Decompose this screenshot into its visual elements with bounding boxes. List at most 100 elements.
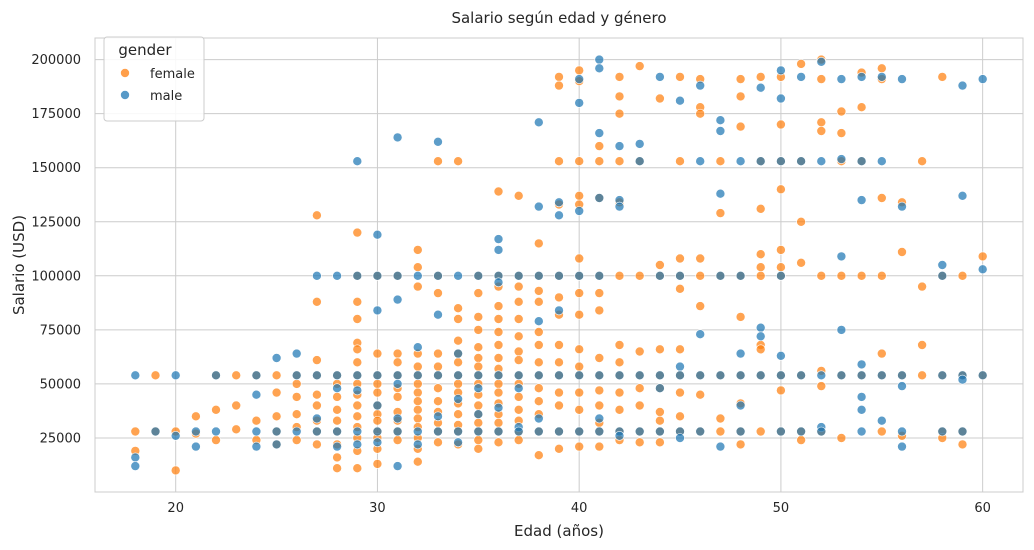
data-point-female bbox=[392, 357, 403, 368]
legend: gender female male bbox=[103, 36, 205, 122]
data-point-female bbox=[715, 156, 726, 166]
data-point-female bbox=[594, 156, 605, 166]
data-point-female bbox=[312, 389, 322, 400]
data-point-female bbox=[332, 415, 342, 426]
data-point-female bbox=[372, 348, 383, 359]
data-point-female bbox=[816, 381, 827, 391]
data-point-male bbox=[755, 370, 766, 381]
data-point-female bbox=[554, 72, 564, 82]
data-point-male bbox=[271, 353, 282, 363]
data-point-female bbox=[433, 288, 443, 298]
data-point-female bbox=[554, 156, 564, 166]
data-point-female bbox=[594, 441, 605, 452]
data-point-male bbox=[170, 430, 181, 441]
legend-title: gender bbox=[118, 41, 172, 59]
data-point-male bbox=[412, 370, 423, 381]
data-point-female bbox=[493, 186, 504, 197]
y-tick-label: 125000 bbox=[31, 215, 81, 230]
data-point-female bbox=[574, 344, 585, 355]
data-point-male bbox=[453, 394, 463, 404]
data-point-male bbox=[352, 370, 363, 381]
data-point-female bbox=[917, 340, 927, 350]
data-point-male bbox=[372, 400, 383, 411]
data-point-male bbox=[412, 426, 423, 437]
data-point-male bbox=[614, 141, 625, 151]
data-point-female bbox=[554, 292, 564, 303]
data-point-female bbox=[513, 296, 524, 307]
legend-label-female: female bbox=[150, 67, 195, 82]
data-point-female bbox=[473, 342, 484, 353]
data-point-male bbox=[533, 426, 544, 437]
data-point-male bbox=[897, 426, 907, 437]
data-point-male bbox=[876, 156, 887, 166]
data-point-female bbox=[977, 251, 988, 262]
data-point-male bbox=[816, 426, 827, 437]
data-point-female bbox=[755, 262, 766, 273]
x-tick-label: 40 bbox=[571, 501, 588, 516]
data-point-female bbox=[796, 59, 806, 69]
data-point-male bbox=[372, 229, 383, 240]
data-point-male bbox=[533, 270, 544, 281]
data-point-male bbox=[957, 80, 968, 91]
data-point-female bbox=[513, 281, 524, 292]
data-point-female bbox=[574, 253, 585, 264]
data-point-female bbox=[332, 404, 342, 415]
data-point-female bbox=[856, 270, 867, 281]
data-point-female bbox=[655, 437, 665, 448]
data-point-female bbox=[715, 426, 726, 437]
data-point-male bbox=[634, 426, 645, 437]
data-point-female bbox=[957, 270, 968, 281]
data-point-male bbox=[433, 309, 443, 320]
data-point-female bbox=[755, 270, 766, 281]
data-point-male bbox=[473, 426, 484, 437]
data-point-female bbox=[473, 443, 484, 454]
data-point-female bbox=[917, 370, 927, 381]
data-point-male bbox=[130, 461, 141, 471]
data-point-male bbox=[675, 433, 685, 443]
data-point-female bbox=[372, 379, 383, 389]
data-point-male bbox=[554, 210, 564, 221]
data-point-female bbox=[453, 156, 463, 166]
data-point-male bbox=[796, 370, 806, 381]
data-point-male bbox=[836, 154, 847, 164]
data-point-male bbox=[735, 156, 746, 166]
data-point-female bbox=[453, 379, 463, 389]
data-point-female bbox=[695, 108, 706, 119]
data-point-male bbox=[332, 270, 342, 281]
data-point-male bbox=[735, 270, 746, 281]
data-point-male bbox=[291, 370, 302, 381]
data-point-female bbox=[594, 141, 605, 151]
data-point-male bbox=[735, 426, 746, 437]
data-point-male bbox=[554, 305, 564, 316]
data-point-female bbox=[735, 74, 746, 84]
plot-area-frame bbox=[94, 37, 1024, 493]
data-point-female bbox=[412, 245, 423, 255]
data-point-male bbox=[352, 439, 363, 450]
data-point-female bbox=[695, 389, 706, 400]
data-point-female bbox=[735, 91, 746, 102]
data-point-female bbox=[634, 400, 645, 411]
data-point-female bbox=[473, 400, 484, 411]
data-point-male bbox=[211, 426, 221, 437]
data-point-female bbox=[634, 346, 645, 357]
data-point-female bbox=[816, 126, 827, 136]
data-point-male bbox=[796, 426, 806, 437]
y-tick-label: 150000 bbox=[31, 161, 81, 176]
data-point-male bbox=[957, 191, 968, 201]
data-point-female bbox=[634, 61, 645, 71]
y-tick-label: 200000 bbox=[31, 53, 81, 68]
data-point-female bbox=[352, 344, 363, 355]
data-point-female bbox=[211, 404, 221, 415]
data-point-female bbox=[332, 463, 342, 474]
data-point-female bbox=[715, 413, 726, 424]
data-point-female bbox=[191, 411, 201, 422]
data-point-male bbox=[291, 348, 302, 359]
data-point-male bbox=[352, 270, 363, 281]
data-point-male bbox=[473, 409, 484, 420]
data-point-female bbox=[755, 204, 766, 214]
data-point-female bbox=[493, 379, 504, 389]
data-point-female bbox=[513, 346, 524, 357]
data-point-female bbox=[473, 417, 484, 428]
data-point-male bbox=[614, 430, 625, 441]
